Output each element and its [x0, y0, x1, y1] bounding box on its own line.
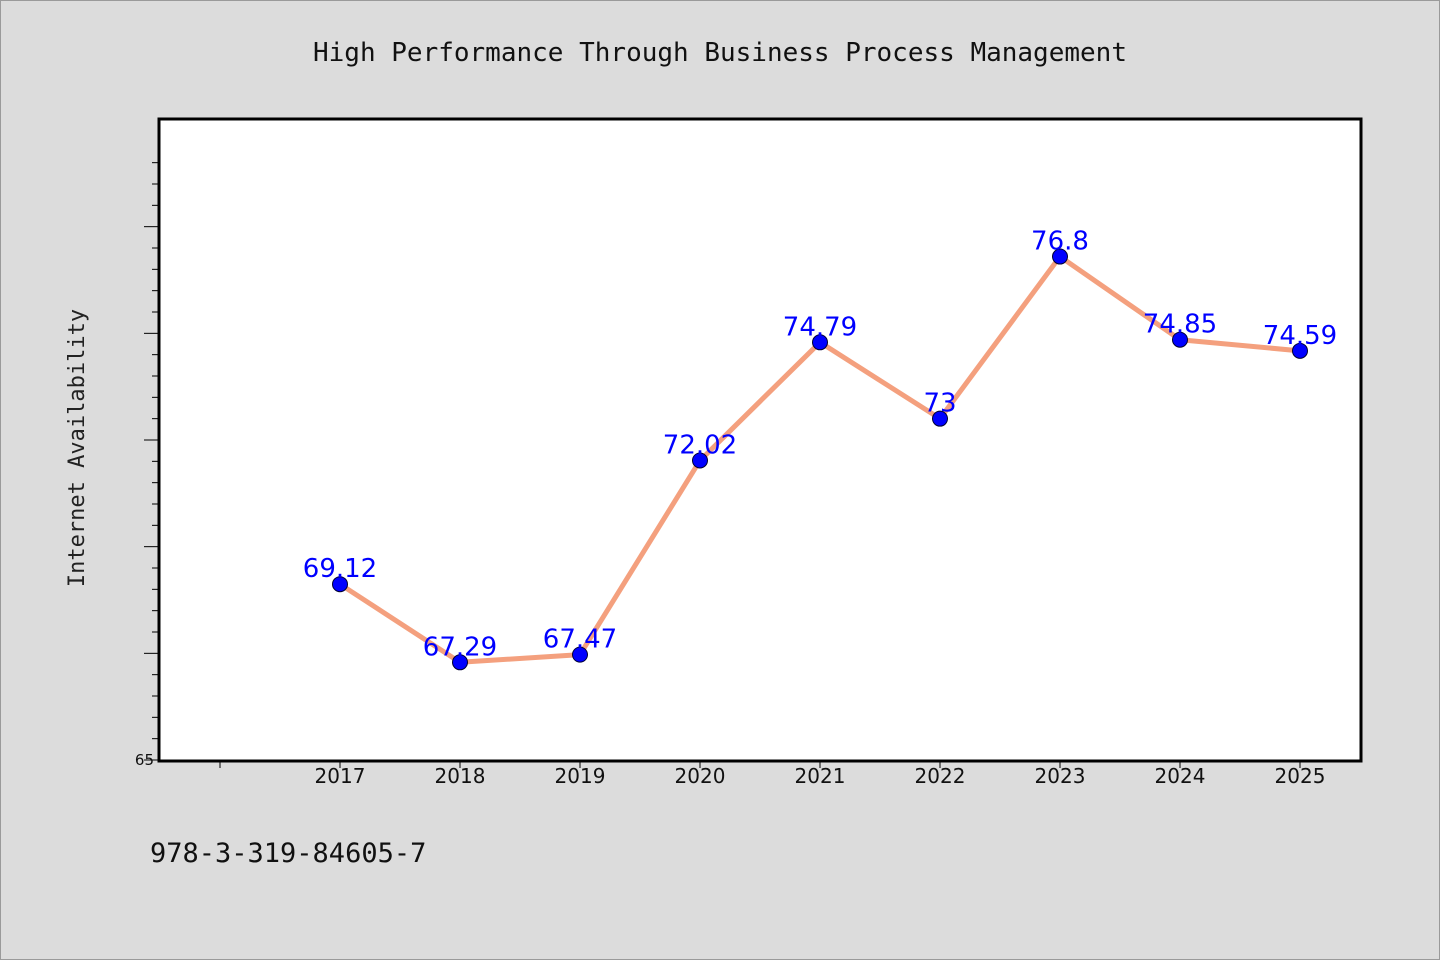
data-label: 72.02: [663, 430, 737, 460]
x-tick-label: 2017: [315, 764, 366, 788]
data-label: 74.59: [1263, 321, 1337, 351]
chart-title: High Performance Through Business Proces…: [313, 38, 1127, 68]
plot-area: [157, 117, 1363, 763]
data-label: 74.79: [783, 312, 857, 342]
data-point: [1172, 331, 1188, 348]
series-group: [332, 248, 1308, 671]
x-tick-label: 2025: [1275, 764, 1326, 788]
data-label: 73: [923, 389, 956, 419]
data-labels: 69.12 67.29 67.47 72.02 74.79 73 76.8 74.85 74.5…: [303, 227, 1337, 663]
data-point: [1292, 342, 1308, 359]
x-tick-label: 2020: [675, 764, 726, 788]
data-point: [452, 654, 468, 671]
data-label: 69.12: [303, 554, 377, 584]
data-label: 76.8: [1031, 227, 1089, 257]
x-tick-label: 2024: [1155, 764, 1206, 788]
y-tick-label: 65: [135, 751, 154, 769]
x-tick-label: 2018: [435, 764, 486, 788]
data-point: [572, 646, 588, 663]
data-label: 74.85: [1143, 310, 1217, 340]
data-label: 67.29: [423, 632, 497, 662]
x-tick-label: 2021: [795, 764, 846, 788]
data-point: [1052, 248, 1068, 265]
x-axis-ticks: 2017 2018 2019 2020 2021 2022 2023 2024 2025: [219, 760, 1326, 788]
x-tick-label: 2023: [1035, 764, 1086, 788]
isbn-text: 978-3-319-84605-7: [150, 838, 426, 869]
data-label: 67.47: [543, 625, 617, 655]
x-tick-label: 2019: [555, 764, 606, 788]
data-point: [932, 410, 948, 427]
data-point: [332, 576, 348, 593]
data-point: [812, 334, 828, 351]
y-axis-label: Internet Availability: [65, 309, 90, 587]
data-point: [692, 452, 708, 469]
x-tick-label: 2022: [915, 764, 966, 788]
y-axis-ticks: 65: [135, 162, 160, 769]
